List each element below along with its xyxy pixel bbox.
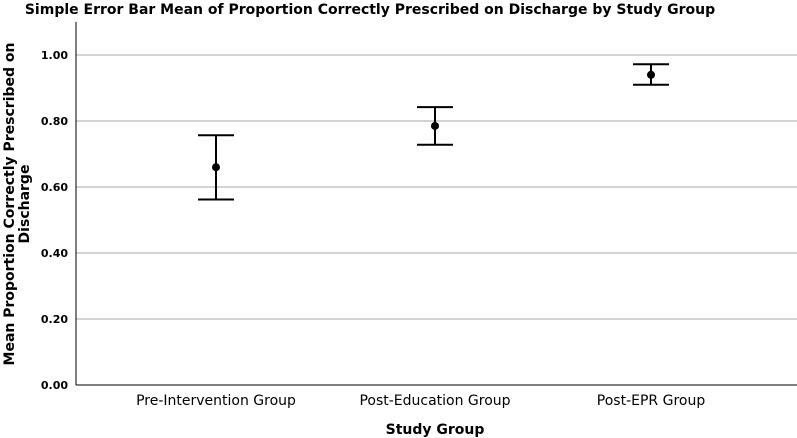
- y-tick-label: 0.00: [41, 379, 68, 392]
- mean-point: [212, 163, 220, 172]
- x-tick-labels: Pre-Intervention Group Post-Education Gro…: [136, 393, 705, 409]
- y-tick-label: 1.00: [41, 49, 68, 62]
- y-axis-label-line-1: Mean Proportion Correctly Prescribed on: [2, 43, 18, 366]
- chart-title: Simple Error Bar Mean of Proportion Corr…: [25, 2, 715, 18]
- y-axis-label-line-2: Discharge: [17, 165, 33, 244]
- error-bar-1: [417, 106, 453, 146]
- error-bars: [198, 63, 669, 201]
- mean-point: [431, 121, 439, 130]
- y-tick-label: 0.80: [41, 115, 68, 128]
- y-tick-label: 0.40: [41, 247, 68, 260]
- x-tick-label: Pre-Intervention Group: [136, 393, 296, 409]
- error-bar-0: [198, 134, 234, 201]
- x-tick-label: Post-Education Group: [359, 393, 510, 409]
- y-tick-label: 0.20: [41, 313, 68, 326]
- mean-point: [647, 70, 655, 79]
- y-tick-labels: 0.00 0.20 0.40 0.60 0.80 1.00: [41, 49, 68, 392]
- x-axis-label: Study Group: [386, 422, 485, 438]
- gridlines: [76, 54, 797, 320]
- y-tick-label: 0.60: [41, 181, 68, 194]
- error-bar-2: [633, 63, 669, 86]
- x-tick-label: Post-EPR Group: [597, 393, 706, 409]
